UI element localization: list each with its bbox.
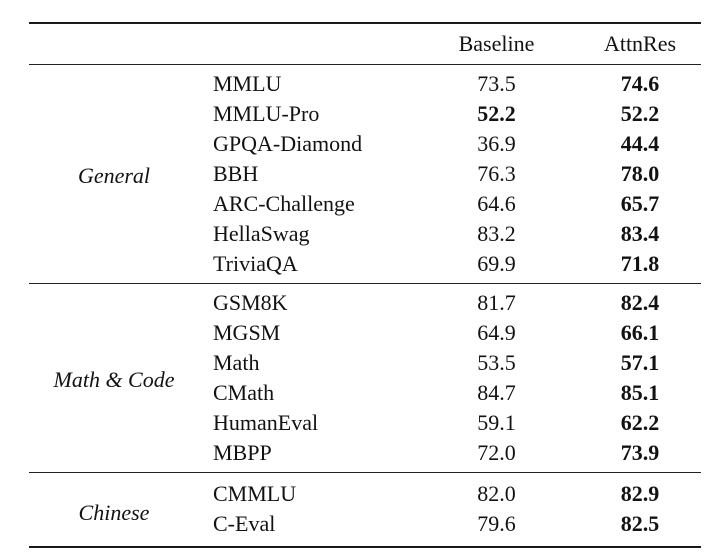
group-label-math-code: Math & Code	[53, 367, 175, 392]
group-label-chinese: Chinese	[78, 499, 150, 525]
attnres-value: 65.7	[620, 191, 660, 216]
attnres-value: 82.9	[620, 481, 660, 506]
attnres-value: 78.0	[620, 161, 660, 186]
table-row: TriviaQA 69.9 71.8	[29, 249, 701, 284]
attnres-value: 82.4	[620, 290, 660, 315]
table-row: HumanEval 59.1 62.2	[29, 408, 701, 438]
baseline-value: 83.2	[477, 221, 516, 246]
benchmark-name: TriviaQA	[213, 251, 298, 276]
table-row: MGSM 64.9 66.1	[29, 318, 701, 348]
benchmark-name: MBPP	[213, 440, 272, 465]
benchmark-name: GPQA-Diamond	[213, 131, 363, 156]
attnres-value: 66.1	[620, 320, 660, 345]
benchmark-name: HellaSwag	[213, 221, 310, 246]
benchmark-name: CMMLU	[213, 481, 297, 506]
benchmark-name: CMath	[213, 380, 275, 405]
attnres-value: 82.5	[620, 511, 660, 536]
baseline-value: 64.9	[477, 320, 516, 345]
header-corner-cell	[29, 23, 199, 65]
baseline-value: 52.2	[477, 101, 516, 126]
table-row: ARC-Challenge 64.6 65.7	[29, 189, 701, 219]
attnres-value: 85.1	[620, 380, 660, 405]
benchmark-name: MMLU	[213, 71, 282, 96]
attnres-value: 83.4	[620, 221, 660, 246]
table-row: BBH 76.3 78.0	[29, 159, 701, 189]
table-row: Math 53.5 57.1	[29, 348, 701, 378]
baseline-value: 73.5	[477, 71, 516, 96]
table-row: General MMLU 73.5 74.6	[29, 65, 701, 188]
attnres-value: 52.2	[620, 101, 660, 126]
table-row: C-Eval 79.6 82.5	[29, 509, 701, 547]
benchmark-name: MMLU-Pro	[213, 101, 320, 126]
baseline-value: 59.1	[477, 410, 516, 435]
header-attnres: AttnRes	[603, 31, 677, 56]
benchmark-name: ARC-Challenge	[213, 191, 355, 216]
benchmark-name: MGSM	[213, 320, 281, 345]
attnres-value: 57.1	[620, 350, 660, 375]
benchmark-name: HumanEval	[213, 410, 319, 435]
header-baseline: Baseline	[458, 31, 535, 56]
benchmark-name: GSM8K	[213, 290, 288, 315]
baseline-value: 36.9	[477, 131, 516, 156]
table-row: Math & Code GSM8K 81.7 82.4	[29, 284, 701, 392]
results-table-container: Baseline AttnRes General MMLU 73.5 74.6 MMLU…	[29, 22, 701, 548]
attnres-value: 71.8	[620, 251, 660, 276]
table-row: HellaSwag 83.2 83.4	[29, 219, 701, 249]
group-label-general: General	[77, 163, 151, 188]
baseline-value: 69.9	[477, 251, 516, 276]
header-row: Baseline AttnRes	[29, 23, 701, 65]
baseline-value: 72.0	[477, 440, 516, 465]
benchmark-table: Baseline AttnRes General MMLU 73.5 74.6 MMLU…	[29, 22, 701, 548]
baseline-value: 53.5	[477, 350, 516, 375]
table-row: MMLU-Pro 52.2 52.2	[29, 99, 701, 129]
section-chinese: Chinese CMMLU 82.0 82.9 C-Eval 79.6 82.5	[29, 472, 701, 548]
table-row: GPQA-Diamond 36.9 44.4	[29, 129, 701, 159]
benchmark-name: C-Eval	[213, 511, 276, 536]
table-row: MBPP 72.0 73.9	[29, 438, 701, 473]
attnres-value: 74.6	[620, 71, 660, 96]
table-header: Baseline AttnRes	[29, 23, 701, 65]
baseline-value: 76.3	[477, 161, 516, 186]
header-benchmark-cell	[199, 23, 414, 65]
baseline-value: 81.7	[477, 290, 516, 315]
attnres-value: 44.4	[620, 131, 660, 156]
section-math-code: Math & Code GSM8K 81.7 82.4 MGSM 64.9 66.1 Math…	[29, 283, 701, 473]
table-row: Chinese CMMLU 82.0 82.9	[29, 473, 701, 525]
section-general: General MMLU 73.5 74.6 MMLU-Pro 52.2 52.2 GPQA-…	[29, 64, 701, 284]
baseline-value: 84.7	[477, 380, 516, 405]
baseline-value: 82.0	[477, 481, 516, 506]
baseline-value: 79.6	[477, 511, 516, 536]
baseline-value: 64.6	[477, 191, 516, 216]
attnres-value: 62.2	[620, 410, 660, 435]
table-row: CMath 84.7 85.1	[29, 378, 701, 408]
benchmark-name: Math	[213, 350, 260, 375]
benchmark-name: BBH	[213, 161, 259, 186]
attnres-value: 73.9	[620, 440, 660, 465]
